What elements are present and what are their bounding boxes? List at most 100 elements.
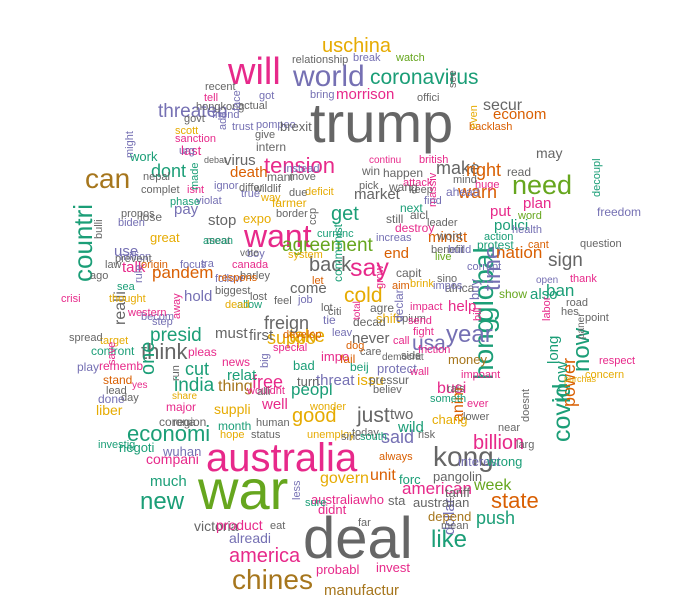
word-virus: virus <box>224 152 256 169</box>
word-sign: sign <box>548 250 583 271</box>
word-last: last <box>181 143 202 158</box>
word-death: death <box>230 164 268 181</box>
word-share: share <box>172 391 198 402</box>
word-freedom: freedom <box>597 205 642 219</box>
word-lost: lost <box>250 291 268 303</box>
word-pay: pay <box>174 201 199 218</box>
word-end: end <box>384 245 410 262</box>
word-live: live <box>435 251 452 263</box>
word-must: must <box>215 325 248 342</box>
word-ccp: ccp <box>307 207 319 225</box>
word-attack: attack <box>403 177 433 189</box>
word-thought: thought <box>109 293 146 305</box>
word-africa: africa <box>445 281 475 295</box>
word-impoant: impoant <box>461 369 501 381</box>
word-opium: opium <box>396 313 426 325</box>
word-come: come <box>290 280 327 297</box>
word-yes: yes <box>132 380 148 391</box>
word-biden: biden <box>118 217 145 229</box>
word-ignor: ignor <box>214 180 239 192</box>
word-relat: relat <box>227 367 257 384</box>
word-show: show <box>499 287 528 301</box>
word-state: state <box>491 488 539 513</box>
word-long: long <box>545 335 562 364</box>
word-product: product <box>216 517 263 533</box>
word-meat: meat <box>206 235 231 247</box>
word-protest: protest <box>477 238 514 252</box>
word-dead: dead <box>225 299 250 311</box>
word-phase: phase <box>170 196 200 208</box>
word-build: build <box>448 244 472 256</box>
word-liber: liber <box>96 402 123 418</box>
word-minist: minist <box>428 229 468 246</box>
word-push: push <box>476 508 516 528</box>
word-job: job <box>298 294 313 306</box>
word-special: special <box>273 342 308 354</box>
word-benefit: benefit <box>431 244 465 256</box>
word-may: may <box>536 145 563 161</box>
word-wang: wang <box>389 180 418 194</box>
word-chines: chines <box>232 564 313 595</box>
word-australian: australian <box>413 495 470 510</box>
word-threat: threat <box>316 372 355 389</box>
word-keep: keep <box>409 184 433 196</box>
word-america: america <box>229 545 301 567</box>
word-give: give <box>255 129 276 141</box>
word-step: step <box>152 316 173 328</box>
word-continu: continu <box>369 155 402 166</box>
word-crisi: crisi <box>61 293 81 305</box>
word-impo: impo <box>321 349 350 364</box>
word-impact: impact <box>410 301 443 313</box>
word-destroy: destroy <box>395 221 435 235</box>
word-free: free <box>252 372 284 392</box>
word-aim: aim <box>392 280 410 292</box>
word-someth: someth <box>430 393 467 405</box>
word-govern: govern <box>320 470 369 487</box>
word-alreadi: alreadi <box>229 530 272 546</box>
word-law: law <box>105 259 122 271</box>
word-need: need <box>512 170 573 200</box>
word-tra: tra <box>201 258 214 270</box>
word-pandem: pandem <box>152 263 214 282</box>
word-question: question <box>580 238 622 250</box>
word-australiawho: australiawho <box>311 492 384 507</box>
word-invest: invest <box>376 560 410 575</box>
word-plan: plan <box>523 195 552 212</box>
word-done: done <box>98 392 125 406</box>
word-suppo: suppo <box>267 328 317 348</box>
word-differ: differ <box>239 182 264 194</box>
word-lot: lot <box>321 302 333 314</box>
word-made: made <box>189 162 201 190</box>
word-compani: compani <box>146 451 199 467</box>
word-want: want <box>244 218 312 254</box>
word-propos: propos <box>121 208 155 220</box>
word-believ: believ <box>373 384 402 396</box>
word-coronavirus: coronavirus <box>370 66 479 89</box>
word-currenc: currenc <box>317 228 354 240</box>
word-larg: larg <box>516 439 535 451</box>
word-govt: govt <box>184 113 205 125</box>
word-kong: kong <box>433 441 494 472</box>
word-think: think <box>141 339 188 364</box>
word-investig: investig <box>98 439 136 451</box>
word-help: help <box>448 298 477 315</box>
word-sanction: sanction <box>175 133 216 145</box>
word-actual: actual <box>238 100 268 112</box>
word-forc: forc <box>399 472 421 487</box>
word-sta: sta <box>388 493 406 508</box>
word-day: day <box>121 392 139 404</box>
word-got: got <box>259 90 275 102</box>
word-money: money <box>448 352 488 367</box>
word-secur: secur <box>483 97 523 114</box>
word-big: big <box>259 353 271 368</box>
word-total: total <box>352 301 363 320</box>
word-news: news <box>222 355 251 369</box>
word-sinc: sinc <box>341 431 361 443</box>
word-deficit: deficit <box>305 186 334 198</box>
word-pangolin: pangolin <box>433 469 483 484</box>
word-care: care <box>360 346 382 358</box>
word-wonder: wonder <box>310 401 347 413</box>
word-intern: intern <box>256 140 287 154</box>
word-bill: bill <box>472 307 484 321</box>
